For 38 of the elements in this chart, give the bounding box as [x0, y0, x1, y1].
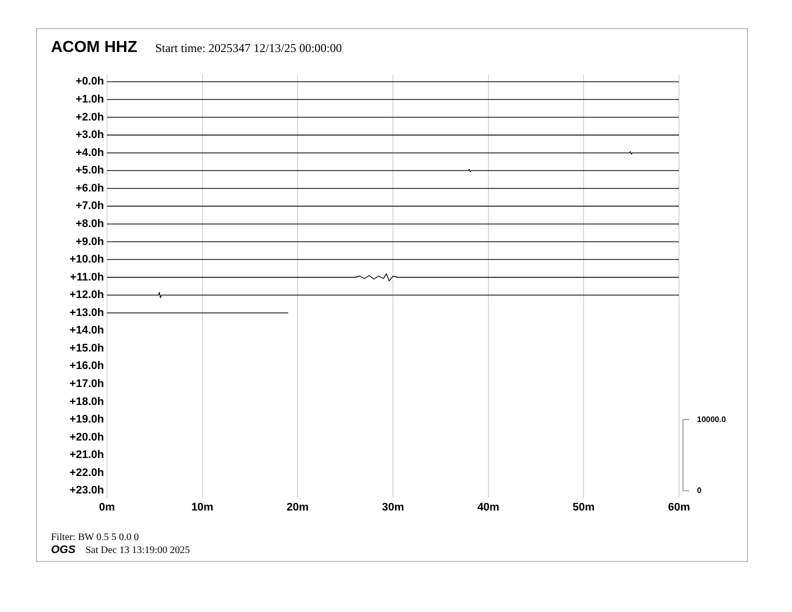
y-tick-label: +7.0h [76, 200, 104, 212]
y-tick-label: +16.0h [69, 360, 104, 372]
x-tick-label: 0m [99, 501, 116, 514]
y-tick-label: +11.0h [70, 271, 104, 284]
chart-subtitle: Start time: 2025347 12/13/25 00:00:00 [155, 41, 342, 56]
y-tick-label: +1.0h [76, 94, 104, 106]
y-tick-label: +10.0h [69, 254, 104, 266]
y-tick-label: +2.0h [76, 111, 104, 124]
x-tick-label: 40m [477, 501, 500, 514]
chart-title: ACOM HHZ [51, 39, 138, 57]
x-tick-label: 30m [382, 501, 404, 514]
y-tick-label: +3.0h [76, 129, 104, 142]
x-tick-label: 10m [191, 501, 214, 514]
y-tick-label: +12.0h [69, 289, 104, 302]
y-tick-label: +8.0h [76, 218, 104, 230]
y-tick-label: +5.0h [76, 164, 104, 177]
y-tick-label: +4.0h [76, 146, 104, 159]
y-tick-label: +18.0h [69, 396, 104, 408]
y-tick-label: +19.0h [69, 414, 104, 426]
y-tick-label: +9.0h [76, 236, 104, 248]
x-tick-label: 20m [286, 501, 309, 514]
y2-tick-label: 0 [697, 486, 702, 495]
y2-tick-label: 10000.0 [697, 414, 726, 424]
x-tick-label: 60m [668, 501, 690, 514]
y-tick-label: +14.0h [69, 324, 104, 337]
y-tick-label: +0.0h [76, 76, 104, 88]
y-tick-label: +23.0h [69, 484, 104, 497]
y-tick-label: +6.0h [76, 182, 104, 194]
x-tick-label: 50m [572, 501, 595, 514]
y-tick-label: +15.0h [69, 342, 104, 354]
y-tick-label: +20.0h [69, 431, 104, 444]
text: Filter: BW 0.5 5 0.0 0 [51, 531, 140, 544]
y-tick-label: +22.0h [69, 466, 104, 479]
text: Sat Dec 13 13:19:00 2025 [85, 545, 190, 556]
y-tick-label: +13.0h [69, 306, 104, 319]
y-tick-label: +17.0h [69, 378, 104, 390]
y-tick-label: +21.0h [69, 449, 104, 462]
text: OGS [51, 544, 76, 556]
